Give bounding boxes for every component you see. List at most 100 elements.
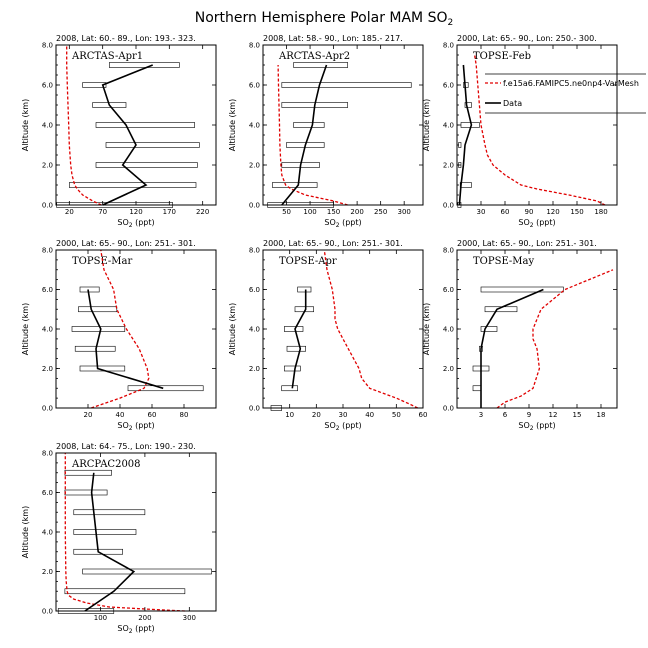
range-box bbox=[293, 122, 325, 128]
x-axis-label-text: SO bbox=[117, 624, 128, 633]
x-tick-label: 170 bbox=[163, 208, 176, 216]
x-tick-label: 60 bbox=[501, 208, 510, 216]
y-tick-label: 0.0 bbox=[249, 405, 260, 413]
model-line bbox=[277, 64, 348, 206]
panel-title: TOPSE-Mar bbox=[72, 256, 133, 267]
x-tick-label: 250 bbox=[374, 208, 387, 216]
x-tick-label: 20 bbox=[84, 411, 93, 419]
y-tick-label: 6.0 bbox=[42, 489, 53, 497]
plot-frame bbox=[262, 44, 424, 206]
legend-data-label: Data bbox=[503, 99, 522, 108]
y-tick-label: 2.0 bbox=[42, 365, 53, 373]
x-tick-label: 90 bbox=[525, 208, 534, 216]
panel-7: 2008, Lat: 64.- 75., Lon: 190.- 230. ARCP… bbox=[21, 442, 217, 635]
x-tick-label: 60 bbox=[419, 411, 428, 419]
x-axis-label: SO2 (ppt) bbox=[518, 218, 555, 229]
range-box bbox=[272, 182, 318, 188]
x-axis-label-subscript: 2 bbox=[129, 425, 133, 432]
range-box bbox=[297, 286, 312, 293]
y-tick-label: 4.0 bbox=[249, 326, 260, 334]
x-axis-label-subscript: 2 bbox=[530, 222, 534, 229]
panel-title: TOPSE-May bbox=[473, 256, 535, 267]
panel-header: 2008, Lat: 60.- 89., Lon: 193.- 323. bbox=[56, 34, 196, 43]
y-axis-label: Altitude (km) bbox=[422, 99, 431, 151]
range-box bbox=[480, 286, 564, 293]
x-axis-label: SO2 (ppt) bbox=[117, 218, 154, 229]
y-tick-label: 6.0 bbox=[443, 82, 454, 90]
range-box bbox=[284, 326, 304, 332]
x-tick-label: 50 bbox=[282, 208, 291, 216]
y-axis-label: Altitude (km) bbox=[21, 99, 30, 151]
x-tick-label: 50 bbox=[392, 411, 401, 419]
y-tick-label: 4.0 bbox=[42, 122, 53, 130]
x-axis-label-unit: (ppt) bbox=[534, 218, 556, 227]
x-axis-label-subscript: 2 bbox=[129, 222, 133, 229]
range-box bbox=[73, 529, 137, 535]
range-box bbox=[480, 326, 498, 332]
y-tick-label: 8.0 bbox=[42, 450, 53, 458]
panel-title: ARCTAS-Apr2 bbox=[278, 51, 350, 62]
x-tick-label: 300 bbox=[397, 208, 410, 216]
x-axis-label: SO2 (ppt) bbox=[518, 421, 555, 432]
range-box bbox=[79, 286, 100, 293]
panels: 2008, Lat: 60.- 89., Lon: 193.- 323. ARCT… bbox=[21, 34, 646, 635]
x-axis-label-subscript: 2 bbox=[530, 425, 534, 432]
y-tick-label: 4.0 bbox=[42, 326, 53, 334]
y-tick-label: 6.0 bbox=[42, 82, 53, 90]
y-tick-label: 2.0 bbox=[42, 162, 53, 170]
x-axis-label: SO2 (ppt) bbox=[117, 624, 154, 635]
x-tick-label: 70 bbox=[98, 208, 107, 216]
panel-title: ARCPAC2008 bbox=[71, 459, 141, 470]
y-tick-label: 2.0 bbox=[443, 162, 454, 170]
legend-model-label: f.e15a6.FAMIPC5.ne0np4-VarMesh bbox=[503, 79, 639, 88]
y-tick-label: 8.0 bbox=[443, 247, 454, 255]
model-line bbox=[90, 249, 150, 409]
x-tick-label: 30 bbox=[339, 411, 348, 419]
range-box bbox=[464, 102, 472, 108]
x-tick-label: 200 bbox=[138, 614, 151, 622]
range-box bbox=[73, 509, 146, 516]
y-tick-label: 0.0 bbox=[42, 202, 53, 210]
x-tick-label: 12 bbox=[549, 411, 558, 419]
y-tick-label: 8.0 bbox=[443, 42, 454, 50]
data-line bbox=[458, 64, 473, 206]
y-tick-label: 8.0 bbox=[42, 42, 53, 50]
x-axis-label-unit: (ppt) bbox=[340, 421, 362, 430]
panel-header: 2008, Lat: 64.- 75., Lon: 190.- 230. bbox=[56, 442, 196, 451]
panel-4: 2000, Lat: 65.- 90., Lon: 251.- 301. TOPS… bbox=[21, 239, 217, 432]
range-box bbox=[64, 489, 108, 496]
x-tick-label: 20 bbox=[65, 208, 74, 216]
range-box bbox=[286, 345, 306, 352]
x-tick-label: 30 bbox=[477, 208, 486, 216]
y-tick-label: 4.0 bbox=[42, 529, 53, 537]
x-axis-label-text: SO bbox=[324, 218, 335, 227]
x-tick-label: 200 bbox=[350, 208, 363, 216]
panel-5: 2000, Lat: 65.- 90., Lon: 251.- 301. TOPS… bbox=[228, 239, 427, 432]
x-axis-label-subscript: 2 bbox=[336, 222, 340, 229]
panel-header: 2008, Lat: 58.- 90., Lon: 185.- 217. bbox=[263, 34, 403, 43]
model-line bbox=[496, 269, 614, 409]
x-tick-label: 120 bbox=[546, 208, 559, 216]
range-box bbox=[69, 182, 197, 188]
range-box bbox=[64, 469, 112, 476]
x-axis-label-text: SO bbox=[518, 421, 529, 430]
y-tick-label: 2.0 bbox=[42, 568, 53, 576]
range-box bbox=[71, 326, 126, 332]
y-tick-label: 4.0 bbox=[249, 122, 260, 130]
x-axis-label-unit: (ppt) bbox=[133, 624, 155, 633]
y-tick-label: 8.0 bbox=[249, 42, 260, 50]
panel-6: 2000, Lat: 65.- 90., Lon: 251.- 301. TOPS… bbox=[422, 239, 618, 432]
range-box bbox=[82, 82, 107, 88]
x-tick-label: 100 bbox=[94, 614, 107, 622]
panel-1: 2008, Lat: 60.- 89., Lon: 193.- 323. ARCT… bbox=[21, 34, 217, 229]
y-axis-label: Altitude (km) bbox=[422, 303, 431, 355]
y-tick-label: 6.0 bbox=[443, 286, 454, 294]
y-tick-label: 2.0 bbox=[443, 365, 454, 373]
data-line bbox=[87, 289, 164, 390]
y-tick-label: 2.0 bbox=[249, 162, 260, 170]
y-tick-label: 0.0 bbox=[42, 405, 53, 413]
range-box bbox=[95, 162, 198, 168]
panel-header: 2000, Lat: 65.- 90., Lon: 251.- 301. bbox=[457, 239, 597, 248]
data-line bbox=[84, 472, 136, 612]
